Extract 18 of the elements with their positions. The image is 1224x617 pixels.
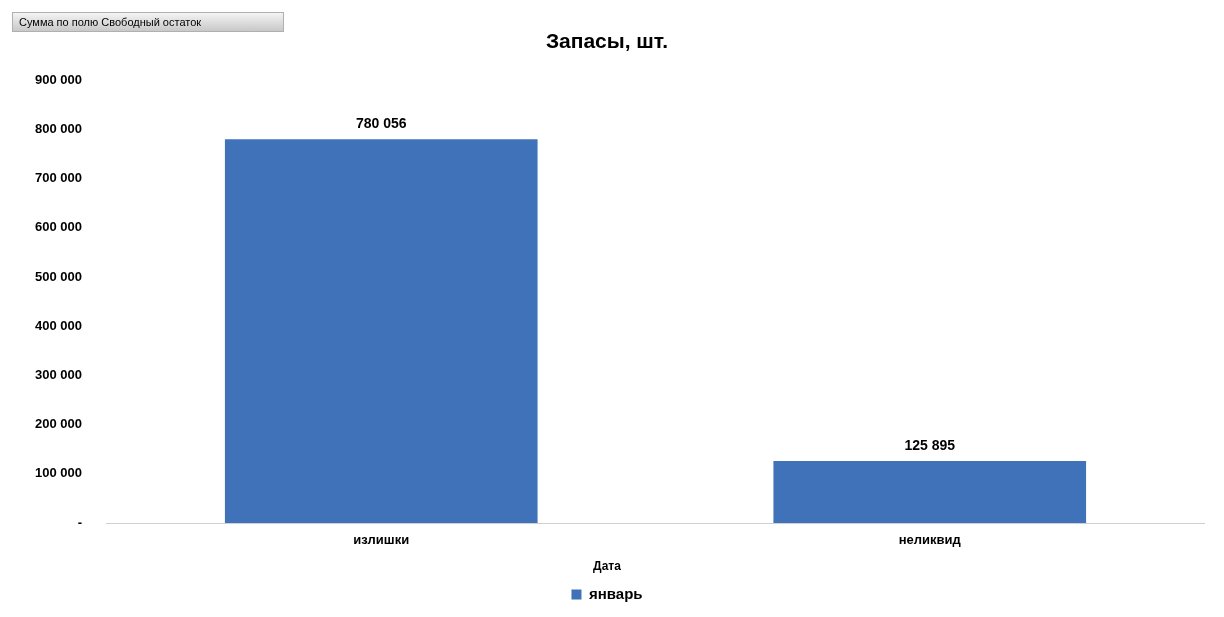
x-tick-label: излишки bbox=[353, 532, 410, 548]
y-tick-label: 700 000 bbox=[34, 170, 82, 186]
y-tick-label: 800 000 bbox=[34, 120, 82, 136]
y-tick-label: 400 000 bbox=[34, 317, 82, 333]
data-label: 780 056 bbox=[355, 115, 407, 132]
y-tick-label: 200 000 bbox=[34, 416, 82, 432]
text: Сумма по полю Свободный остаток bbox=[12, 12, 284, 32]
y-tick-label: 500 000 bbox=[34, 268, 82, 284]
y-tick-label: 300 000 bbox=[34, 366, 82, 382]
chart-title: Запасы, шт. bbox=[545, 29, 669, 53]
y-tick-label: 600 000 bbox=[34, 219, 82, 235]
y-tick-label: - bbox=[77, 514, 82, 530]
y-tick-label: 100 000 bbox=[34, 465, 82, 481]
x-tick-label: неликвид bbox=[898, 532, 962, 548]
data-label: 125 895 bbox=[904, 436, 956, 453]
legend-label: январь bbox=[588, 584, 643, 602]
legend-title: Дата bbox=[593, 558, 622, 573]
y-tick-label: 900 000 bbox=[34, 71, 82, 87]
